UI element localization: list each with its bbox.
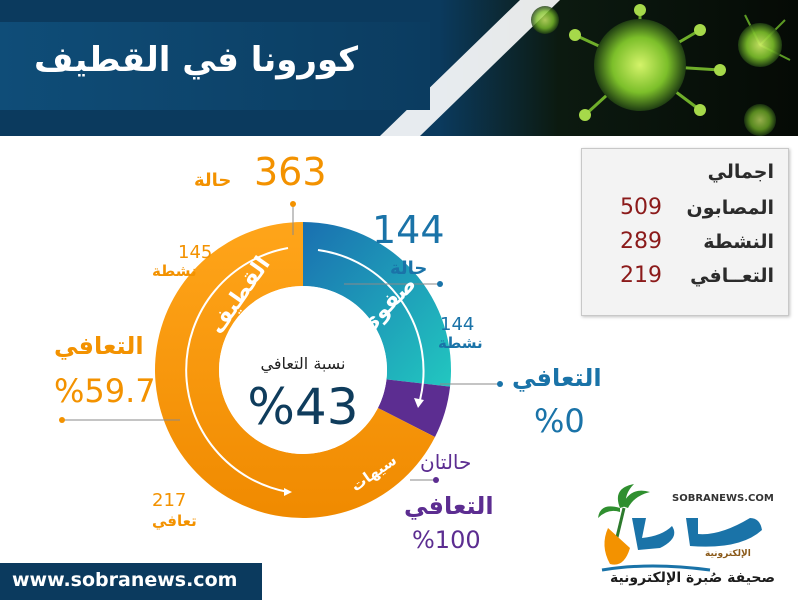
totals-label-active: النشطة	[703, 231, 774, 253]
logo-caption: صحيفة صُبرة الإلكترونية	[609, 570, 776, 586]
safwa-cases-value: 144	[372, 208, 445, 252]
donut-segment-saihat	[377, 379, 451, 437]
safwa-cases-word: حالة	[390, 258, 428, 279]
qatif-arrow-mark	[284, 488, 292, 496]
qatif-cases-value: 363	[254, 150, 327, 194]
saihat-recovery-title: التعافي	[404, 492, 494, 520]
title-box	[0, 22, 430, 110]
safwa-active-value: 144	[440, 314, 475, 335]
totals-value-recovered: 219	[620, 263, 662, 288]
qatif-recovery-pct: %59.7	[54, 372, 156, 410]
donut-segment-qatif	[155, 222, 435, 518]
saihat-cases-value: حالتان	[420, 450, 472, 474]
qatif-recovered-value: 217	[152, 490, 187, 511]
center-label: نسبة التعافي	[260, 354, 346, 373]
page-title: كورونا في القطيف	[34, 40, 359, 80]
safwa-active-word: نشطة	[438, 334, 483, 352]
logo-site-text: SOBRANEWS.COM	[672, 493, 774, 504]
safwa-recovery-title: التعافي	[512, 364, 602, 392]
qatif-recovery-title: التعافي	[54, 332, 144, 360]
totals-heading: اجمالي	[707, 161, 774, 183]
qatif-guide-arc	[185, 247, 289, 493]
qatif-cases-word: حالة	[194, 170, 232, 191]
safwa-arrow-mark	[414, 398, 424, 408]
footer-url-link[interactable]: www.sobranews.com	[12, 569, 238, 591]
saihat-recovery-pct: %100	[412, 526, 481, 554]
donut-center	[219, 286, 387, 454]
header-banner: كورونا في القطيف	[0, 0, 798, 136]
totals-value-active: 289	[620, 229, 662, 254]
donut-segment-safwa	[303, 222, 451, 387]
safwa-recovery-pct: %0	[534, 402, 585, 440]
qatif-active-value: 145	[178, 242, 213, 263]
totals-panel: اجمالي المصابون 509 النشطة 289 التعــافي…	[581, 148, 789, 316]
center-value: %43	[247, 378, 359, 436]
safwa-guide-arc	[317, 249, 425, 401]
sobra-logo	[598, 484, 762, 572]
qatif-recovered-word: تعافي	[152, 512, 197, 530]
footer-bar: www.sobranews.com	[0, 563, 262, 600]
qatif-active-word: نشطة	[152, 262, 197, 280]
logo-sub-text: الإلكترونية	[705, 549, 751, 559]
totals-value-infected: 509	[620, 195, 662, 220]
totals-label-recovered: التعــافي	[690, 265, 774, 287]
donut-svg	[59, 201, 503, 518]
totals-label-infected: المصابون	[686, 197, 774, 219]
donut-chart: القطيف صفوى سيهات نسبة التعافي %43 363 ح…	[0, 136, 602, 576]
